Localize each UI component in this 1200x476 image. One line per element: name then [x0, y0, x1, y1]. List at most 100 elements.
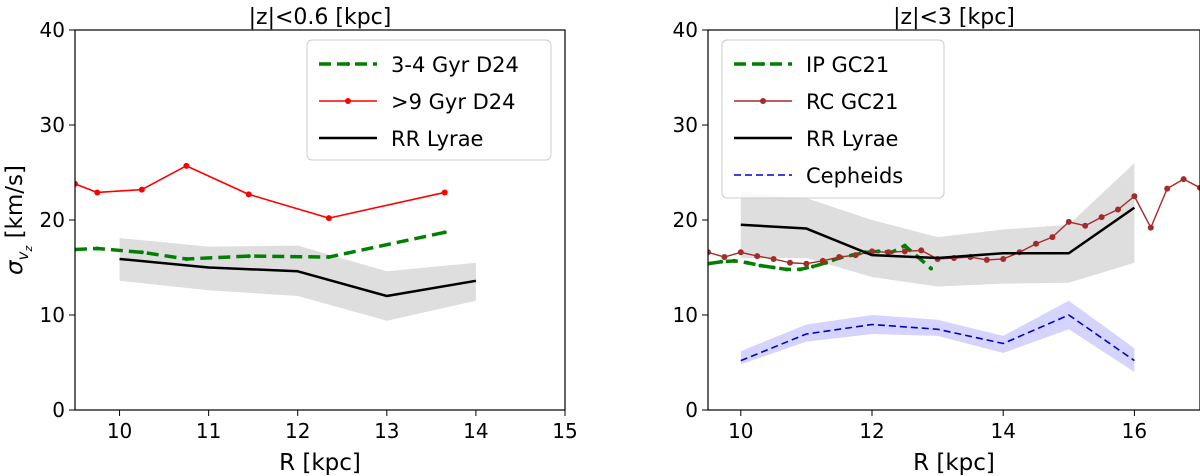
data-point-ip-gc21 [797, 267, 802, 272]
data-point-rc-gc21 [1131, 193, 1138, 200]
data-point-rc-gc21 [721, 254, 728, 261]
legend: IP GC21 RC GC21 RR Lyrae Cepheids [721, 39, 945, 199]
y-tick-label: 20 [673, 208, 698, 232]
data-point-rc-gc21 [1180, 176, 1187, 183]
plot-area [75, 162, 477, 321]
x-axis-label: R [kpc] [913, 450, 995, 476]
legend-label-rr-lyrae: RR Lyrae [806, 127, 898, 151]
data-point--9-gyr-d24 [325, 215, 332, 222]
legend-marker-3-4-gyr-d24 [346, 62, 350, 66]
data-point-ip-gc21 [745, 260, 750, 265]
series-line--9-gyr-d24 [75, 165, 445, 219]
legend-label--9-gyr-d24: >9 Gyr D24 [391, 90, 516, 114]
data-point--9-gyr-d24 [138, 186, 145, 193]
error-band-cepheids [740, 300, 1135, 372]
y-tick-label: 10 [673, 303, 698, 327]
legend-box [306, 39, 552, 161]
data-point-3-4-gyr-d24 [442, 230, 447, 235]
plot-area [708, 163, 1200, 372]
legend-label-ip-gc21: IP GC21 [806, 53, 889, 77]
data-point-3-4-gyr-d24 [326, 255, 331, 260]
data-point-rc-gc21 [852, 252, 859, 259]
chart-title: |z|<0.6 [kpc] [249, 5, 392, 30]
y-axis-label: σvz [km/s] [2, 165, 35, 275]
data-point-3-4-gyr-d24 [246, 254, 251, 259]
data-point-rc-gc21 [901, 248, 908, 255]
data-point-ip-gc21 [732, 258, 737, 263]
error-band-rr-lyrae [119, 238, 476, 321]
legend: 3-4 Gyr D24 >9 Gyr D24 RR Lyrae [306, 39, 552, 161]
data-point-3-4-gyr-d24 [184, 256, 189, 261]
data-point-rc-gc21 [1082, 222, 1089, 229]
x-axis-label: R [kpc] [279, 450, 361, 476]
legend-marker-rc-gc21 [760, 98, 766, 104]
x-tick-label: 12 [859, 419, 884, 443]
data-point--9-gyr-d24 [75, 180, 78, 187]
data-point-rc-gc21 [1147, 224, 1154, 231]
x-tick-label: 11 [196, 419, 221, 443]
y-tick-label: 40 [673, 18, 698, 42]
data-point-ip-gc21 [784, 267, 789, 272]
data-point-rc-gc21 [787, 259, 793, 266]
y-tick-label: 40 [40, 18, 65, 42]
legend-label-rc-gc21: RC GC21 [806, 90, 899, 114]
data-point-rc-gc21 [708, 249, 711, 256]
data-point--9-gyr-d24 [441, 189, 448, 196]
data-point-rc-gc21 [803, 260, 810, 267]
data-point-rc-gc21 [983, 256, 990, 263]
data-point--9-gyr-d24 [245, 191, 252, 198]
y-tick-label: 10 [40, 303, 65, 327]
series-line-cepheids [740, 314, 1135, 362]
legend-marker-ip-gc21 [761, 62, 765, 66]
data-point-ip-gc21 [902, 243, 907, 248]
data-point-rc-gc21 [819, 257, 826, 264]
data-point-rc-gc21 [836, 254, 843, 261]
x-tick-label: 14 [990, 419, 1015, 443]
data-point-rc-gc21 [1115, 206, 1121, 213]
data-point-ip-gc21 [929, 266, 934, 271]
legend-box [721, 39, 945, 199]
data-point-rc-gc21 [885, 249, 892, 256]
y-tick-label: 20 [40, 208, 65, 232]
data-point-ip-gc21 [810, 264, 815, 269]
data-point-3-4-gyr-d24 [95, 246, 100, 251]
data-point-rc-gc21 [1049, 234, 1056, 241]
data-point--9-gyr-d24 [183, 162, 190, 169]
series-line-rr-lyrae [740, 206, 1136, 260]
chart-title: |z|<3 [kpc] [893, 5, 1015, 30]
x-tick-label: 16 [1122, 419, 1147, 443]
x-tick-label: 12 [285, 419, 310, 443]
x-tick-label: 10 [107, 419, 132, 443]
legend-marker--9-gyr-d24 [345, 98, 351, 104]
panel-left: 10 11 12 13 14 15 0 10 20 30 40 |z|<0.6 [kpc] R [kpc… [2, 5, 578, 476]
data-point-rc-gc21 [754, 253, 761, 260]
y-tick-label: 30 [673, 113, 698, 137]
data-point-ip-gc21 [758, 263, 763, 268]
y-tick-label: 0 [52, 398, 65, 422]
data-point-ip-gc21 [719, 259, 724, 264]
data-point-rc-gc21 [1065, 218, 1072, 225]
x-tick-label: 15 [552, 419, 577, 443]
x-tick-label: 14 [463, 419, 488, 443]
legend-label-3-4-gyr-d24: 3-4 Gyr D24 [391, 53, 519, 77]
data-point-rc-gc21 [869, 248, 875, 255]
data-point--9-gyr-d24 [94, 189, 101, 196]
data-point-rc-gc21 [1164, 185, 1171, 192]
data-point-rc-gc21 [1098, 214, 1105, 221]
series-line-ip-gc21 [708, 243, 933, 272]
y-tick-label: 30 [40, 113, 65, 137]
series-line-rr-lyrae [119, 257, 477, 298]
data-point-rc-gc21 [1000, 255, 1007, 262]
data-point-rc-gc21 [918, 247, 925, 254]
legend-label-cepheids: Cepheids [806, 164, 903, 188]
data-point-rc-gc21 [1197, 184, 1200, 191]
data-point-rc-gc21 [770, 255, 777, 262]
data-point-ip-gc21 [771, 265, 776, 270]
data-point-rc-gc21 [1033, 240, 1039, 247]
x-tick-label: 13 [374, 419, 399, 443]
panel-right: 10 12 14 16 0 10 20 30 40 |z|<3 [kpc] R [kpc] IP GC… [673, 5, 1200, 476]
data-point-3-4-gyr-d24 [139, 250, 144, 255]
x-tick-label: 10 [728, 419, 753, 443]
legend-label-rr-lyrae: RR Lyrae [391, 127, 483, 151]
